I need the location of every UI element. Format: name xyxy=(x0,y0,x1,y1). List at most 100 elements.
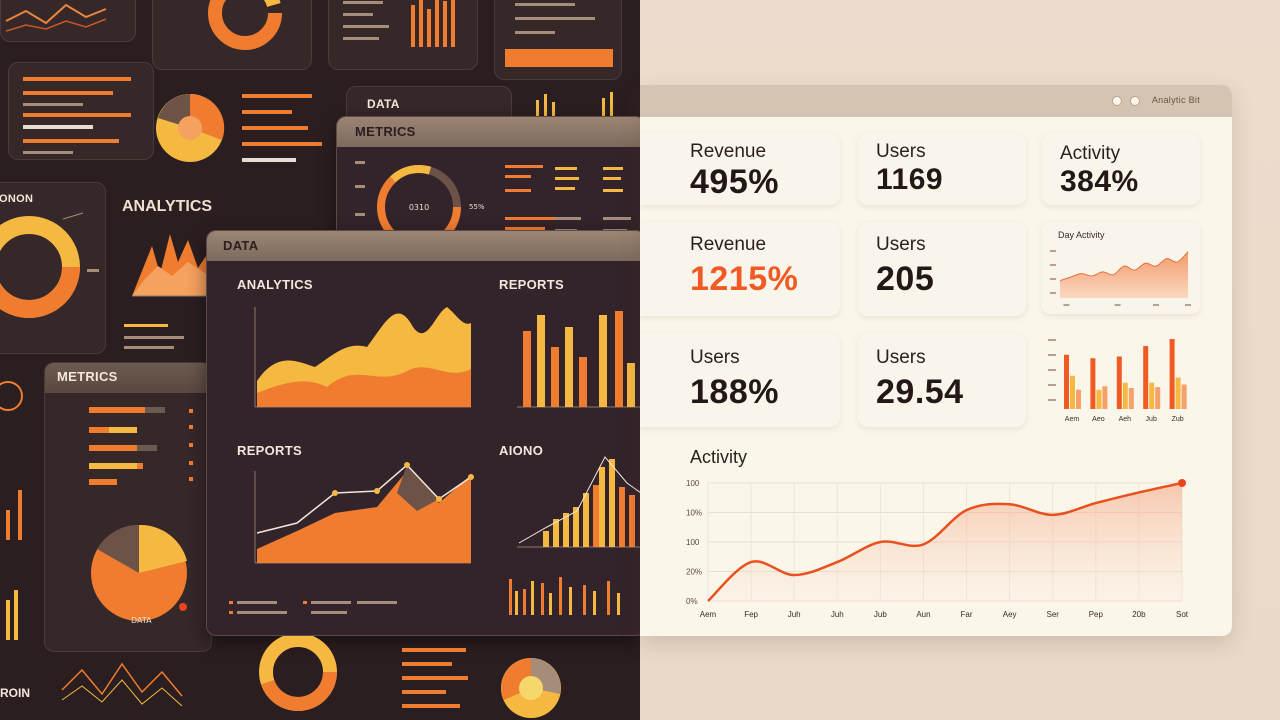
stat-title: Users xyxy=(876,234,926,255)
y-tick xyxy=(1048,339,1056,341)
stat-card-users-4[interactable]: Users 29.54 xyxy=(858,333,1026,427)
bar xyxy=(1116,356,1122,409)
collage-panel-donut-top xyxy=(152,0,312,70)
day-activity-chart xyxy=(1050,250,1191,306)
y-tick-label: 100 xyxy=(686,538,700,547)
panel-title: DATA xyxy=(223,238,259,253)
collage-panel-form xyxy=(494,0,622,80)
y-tick-label: 100 xyxy=(686,479,700,488)
collage-bars-small xyxy=(532,88,632,118)
y-tick xyxy=(1048,354,1056,356)
bar xyxy=(1076,389,1081,409)
stat-card-revenue-1[interactable]: Revenue 495% xyxy=(640,133,840,205)
x-tick-label: Aey xyxy=(1003,610,1017,619)
activity-point xyxy=(1178,479,1186,487)
bar xyxy=(1070,375,1075,409)
day-activity-area xyxy=(1060,251,1188,298)
stat-value: 495% xyxy=(690,163,779,201)
bar xyxy=(1128,388,1134,409)
panel-title: ROIN xyxy=(0,686,30,700)
x-tick-label: Aun xyxy=(916,610,930,619)
bar-chart-mini: Aem Aeo Aeh Jub Zub xyxy=(1042,333,1202,427)
stat-card-users-3[interactable]: Users 188% xyxy=(640,333,840,427)
y-tick xyxy=(1050,278,1056,280)
collage-pie xyxy=(150,88,230,168)
svg-text:DATA: DATA xyxy=(131,616,152,625)
panel-title: ANALYTICS xyxy=(122,198,213,215)
bar xyxy=(1143,346,1149,409)
activity-chart: 100 10% 100 20% 0%Aem Fep Juh Juh Jub Aun Far Aey Se… xyxy=(686,479,1189,619)
stat-card-users-2[interactable]: Users 205 xyxy=(858,222,1026,316)
bar xyxy=(1175,377,1181,409)
stat-value: 1169 xyxy=(876,163,944,196)
bar xyxy=(1090,358,1096,409)
y-tick-label: 0% xyxy=(686,597,698,606)
panel-title: REPORTS xyxy=(237,443,302,458)
y-tick-label: 20% xyxy=(686,568,702,577)
day-activity-card[interactable]: Day Activity xyxy=(1042,222,1200,314)
stat-title: Activity xyxy=(1060,143,1121,164)
collage-bottom-line xyxy=(58,650,198,720)
panel-title: DATA xyxy=(367,97,400,111)
stat-value: 1215% xyxy=(690,260,799,298)
stat-card-revenue-2[interactable]: Revenue 1215% xyxy=(640,222,840,316)
collage-panel-list xyxy=(8,62,154,160)
x-tick-label: Jub xyxy=(1146,416,1157,423)
collage-panel-metrics-left: METRICS DATA xyxy=(44,362,212,652)
panel-title: METRICS xyxy=(355,124,416,139)
user-icon[interactable] xyxy=(1130,96,1140,106)
stat-value: 205 xyxy=(876,260,935,298)
y-tick xyxy=(1050,264,1056,266)
x-tick-label: Far xyxy=(961,610,973,619)
y-tick xyxy=(1048,369,1056,371)
x-tick xyxy=(1185,304,1191,306)
window-title: Analytic Bit xyxy=(1151,95,1200,105)
bar xyxy=(1064,354,1069,409)
stat-card-activity[interactable]: Activity 384% xyxy=(1042,133,1200,205)
stat-title: Users xyxy=(876,347,926,368)
bar xyxy=(1122,382,1128,409)
stat-card-users-1[interactable]: Users 1169 xyxy=(858,133,1026,205)
y-tick xyxy=(1048,384,1056,386)
x-tick-label: Juh xyxy=(788,610,801,619)
collage-panel-bars-top xyxy=(328,0,478,70)
activity-line xyxy=(707,481,1183,602)
collage-left-strip: ROIN xyxy=(0,370,40,700)
panel-title: METRICS xyxy=(57,369,118,384)
x-tick-label: Aeh xyxy=(1119,416,1132,423)
dashboard-window: Analytic Bit Revenue 495% Users 1169 Act… xyxy=(640,85,1232,636)
collage-bottom-bars xyxy=(396,640,476,720)
stat-value: 188% xyxy=(690,373,779,411)
x-tick-label: 20b xyxy=(1132,610,1146,619)
stat-value: 29.54 xyxy=(876,373,964,411)
panel-title: AIONO xyxy=(499,443,544,458)
y-tick xyxy=(1048,399,1056,401)
bell-icon[interactable] xyxy=(1112,96,1122,106)
y-tick xyxy=(1050,250,1056,252)
collage-panel-main: DATA ANALYTICS REPORTS REPORTS AIONO xyxy=(206,230,640,636)
bar-chart-mini-svg: Aem Aeo Aeh Jub Zub xyxy=(1048,339,1187,423)
collage-bottom-pie xyxy=(496,650,566,720)
collage-panel-line-small xyxy=(0,0,136,42)
x-tick-label: Pep xyxy=(1089,610,1104,619)
activity-area xyxy=(708,483,1182,601)
y-tick xyxy=(1050,292,1056,294)
svg-text:0310: 0310 xyxy=(409,203,429,212)
bar xyxy=(1181,384,1187,409)
window-titlebar: Analytic Bit xyxy=(640,85,1232,117)
day-activity-title: Day Activity xyxy=(1058,230,1105,240)
x-tick-label: Aem xyxy=(700,610,717,619)
stat-title: Revenue xyxy=(690,234,767,255)
bar xyxy=(1102,386,1108,409)
x-tick-label: Sot xyxy=(1176,610,1189,619)
stat-title: Users xyxy=(876,141,926,162)
bar xyxy=(1155,387,1161,409)
x-tick-label: Zub xyxy=(1172,416,1184,423)
x-tick-label: Jub xyxy=(874,610,887,619)
x-tick-label: Fep xyxy=(744,610,758,619)
svg-text:55%: 55% xyxy=(469,203,485,211)
collage-panel-onon: ONON xyxy=(0,182,106,354)
activity-title: Activity xyxy=(690,447,748,467)
x-tick-label: Ser xyxy=(1047,610,1060,619)
x-tick xyxy=(1063,304,1070,306)
